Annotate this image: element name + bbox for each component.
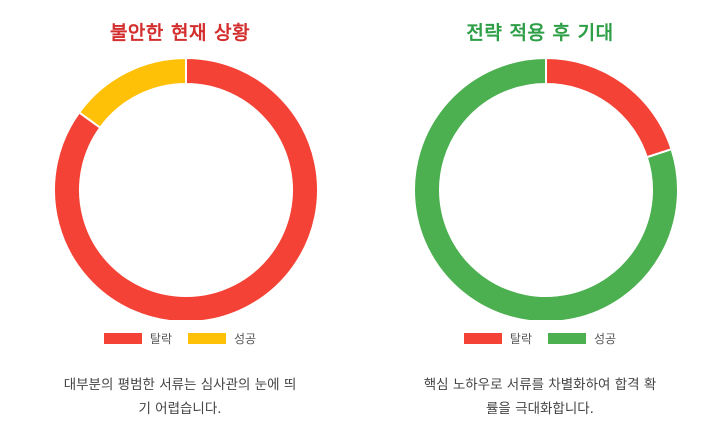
donut-slice-fail[interactable] — [545, 56, 673, 159]
legend-item-fail[interactable]: 탈락 — [103, 330, 172, 347]
legend: 탈락 성공 — [0, 330, 360, 347]
legend-label-success: 성공 — [594, 332, 617, 346]
legend-label-fail: 탈락 — [509, 332, 532, 346]
donut-slice-fail[interactable] — [53, 56, 319, 320]
legend: 탈락 성공 — [360, 330, 720, 347]
legend-swatch-fail — [103, 333, 142, 344]
caption-line-1: 핵심 노하우로 서류를 차별화하여 합격 확 — [423, 377, 657, 393]
legend-swatch-fail — [463, 333, 502, 344]
chart-title: 불안한 현재 상황 — [109, 22, 251, 44]
caption-line-2: 률을 극대화합니다. — [486, 401, 594, 417]
legend-swatch-success — [548, 333, 586, 344]
legend-label-fail: 탈락 — [149, 332, 172, 346]
chart-caption: 핵심 노하우로 서류를 차별화하여 합격 확 률을 극대화합니다. — [360, 373, 720, 421]
legend-label-success: 성공 — [234, 332, 257, 346]
caption-line-1: 대부분의 평범한 서류는 심사관의 눈에 띄 — [63, 377, 297, 393]
caption-line-2: 기 어렵습니다. — [138, 401, 222, 417]
donut-chart-current — [53, 56, 319, 320]
chart-panel-expected: 전략 적용 후 기대 탈락 성공 핵심 노하우로 서류를 차별화하여 합격 확 … — [360, 0, 720, 424]
legend-item-success[interactable]: 성공 — [188, 330, 256, 347]
donut-slice-success[interactable] — [413, 56, 679, 320]
chart-title: 전략 적용 후 기대 — [466, 22, 614, 44]
donut-chart-expected — [413, 56, 679, 320]
legend-item-success[interactable]: 성공 — [548, 330, 616, 347]
chart-panel-current: 불안한 현재 상황 탈락 성공 대부분의 평범한 서류는 심사관의 눈에 띄 기… — [0, 22, 360, 421]
donut-slice-success[interactable] — [77, 56, 187, 130]
chart-caption: 대부분의 평범한 서류는 심사관의 눈에 띄 기 어렵습니다. — [0, 373, 360, 421]
legend-item-fail[interactable]: 탈락 — [463, 330, 532, 347]
legend-swatch-success — [188, 333, 226, 344]
